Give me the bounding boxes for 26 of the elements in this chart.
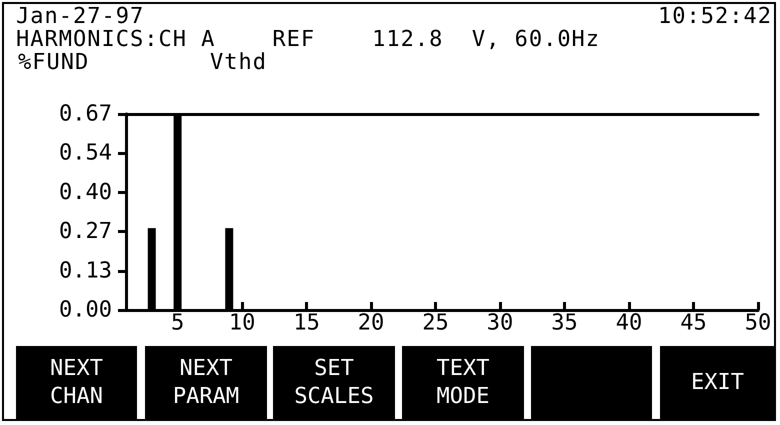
x-tick-label: 15 [293,310,320,336]
x-tick-label: 25 [422,310,449,336]
text: EXIT [660,346,775,420]
y-tick-label: 0.40 [59,180,112,205]
x-tick-label: 45 [680,310,707,336]
x-tick-label: 30 [486,310,514,336]
text: SET SCALES [273,346,395,420]
text: NEXT CHAN [16,346,137,420]
chart-subtitle: Vthd [210,50,267,75]
x-tick-label: 40 [616,310,642,336]
y-tick-label: 0.00 [59,298,112,322]
text: NEXT PARAM [145,346,267,420]
y-tick-label: 0.13 [59,258,112,284]
x-tick-label: 10 [228,310,256,336]
y-tick-label: 0.27 [59,219,112,244]
x-tick-label: 5 [170,310,184,336]
x-tick-label: 20 [358,310,384,336]
y-tick-label: 0.54 [59,140,112,166]
text: 10:52:42 [658,4,772,29]
y-tick-label: 0.67 [59,102,112,126]
text: Jan-27-97 [16,4,144,29]
y-axis-title: %FUND [18,50,90,75]
text: TEXT MODE [402,346,524,420]
chart-title: HARMONICS:CH A REF 112.8 V, 60.0Hz [16,27,600,52]
x-tick-label: 50 [744,310,772,336]
x-tick-label: 35 [551,310,578,336]
